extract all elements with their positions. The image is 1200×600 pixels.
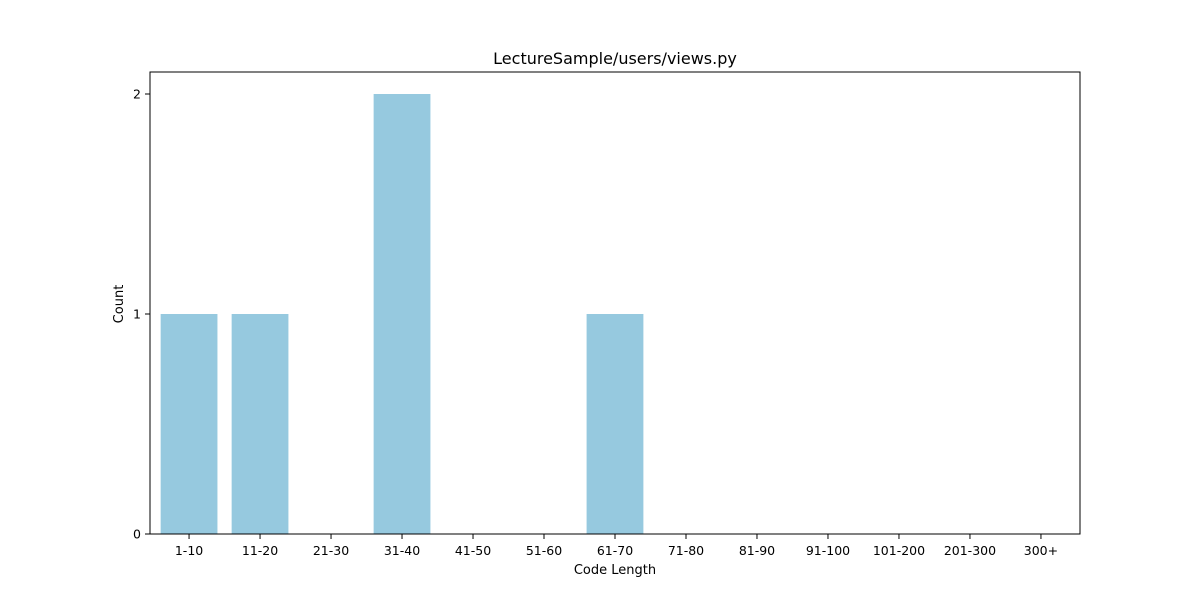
bars-layer: [160, 94, 644, 534]
x-axis-label: Code Length: [574, 563, 656, 578]
x-tick-label-71-80: 71-80: [668, 543, 704, 558]
y-axis-label: Count: [112, 285, 127, 324]
x-tick-label-91-100: 91-100: [806, 543, 850, 558]
x-tick-label-31-40: 31-40: [384, 543, 420, 558]
x-tick-label-201-300: 201-300: [944, 543, 996, 558]
x-tick-label-51-60: 51-60: [526, 543, 562, 558]
x-tick-label-300+: 300+: [1024, 543, 1058, 558]
bar-31-40: [373, 94, 431, 534]
x-tick-label-41-50: 41-50: [455, 543, 491, 558]
y-tick-label-1: 1: [133, 307, 141, 322]
x-tick-label-21-30: 21-30: [313, 543, 349, 558]
ticks-layer: 1-10 11-20 21-30 31-40 41-50 51-60 61-70 71-80 8…: [133, 87, 1058, 559]
bar-11-20: [231, 314, 289, 534]
y-tick-label-0: 0: [133, 527, 141, 542]
bar-61-70: [586, 314, 644, 534]
y-tick-label-2: 2: [133, 87, 141, 102]
x-tick-label-101-200: 101-200: [873, 543, 925, 558]
x-tick-label-81-90: 81-90: [739, 543, 775, 558]
x-tick-label-11-20: 11-20: [242, 543, 278, 558]
chart-title: LectureSample/users/views.py: [493, 49, 737, 68]
x-tick-label-1-10: 1-10: [175, 543, 203, 558]
bar-1-10: [160, 314, 218, 534]
x-tick-label-61-70: 61-70: [597, 543, 633, 558]
